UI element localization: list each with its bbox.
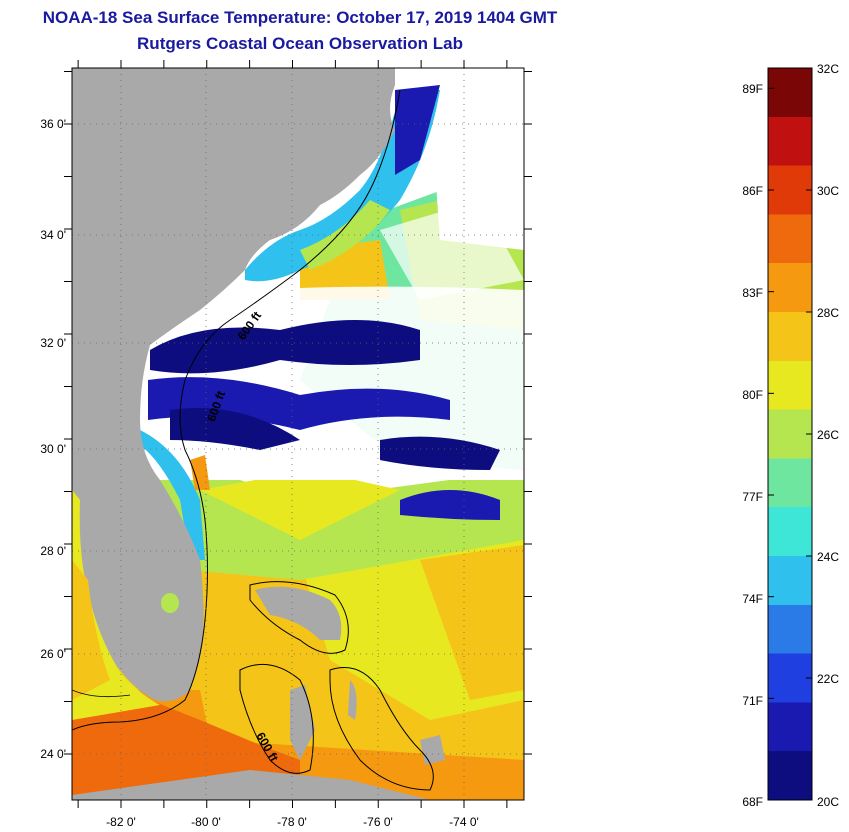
colorbar-f-label: 68F [742,795,763,809]
lon-label: -74 0' [449,815,479,829]
lon-label: -76 0' [363,815,393,829]
map-title: NOAA-18 Sea Surface Temperature: October… [42,8,558,27]
us-mainland [72,68,395,702]
colorbar: 89F 86F 83F 80F 77F 74F 71F 68F 32C 30C … [742,62,839,809]
map-subtitle: Rutgers Coastal Ocean Observation Lab [137,34,463,53]
colorbar-c-label: 28C [817,306,839,320]
lon-label: -78 0' [277,815,307,829]
grid-lines [72,68,524,800]
colorbar-c-label: 24C [817,550,839,564]
colorbar-c-label: 22C [817,672,839,686]
lat-label: 32 0' [40,336,66,350]
colorbar-f-label: 86F [742,184,763,198]
lon-label: -82 0' [106,815,136,829]
colorbar-f-label: 77F [742,490,763,504]
colorbar-f-label: 74F [742,592,763,606]
map-frame [71,67,525,801]
lat-label: 34 0' [40,228,66,242]
lat-label: 26 0' [40,647,66,661]
cuba [72,770,430,800]
colorbar-f-label: 71F [742,694,763,708]
longitude-labels: -82 0' -80 0' -78 0' -76 0' -74 0' [106,815,479,829]
bahamas-abaco [255,586,342,640]
lat-label: 24 0' [40,747,66,761]
colorbar-c-label: 26C [817,428,839,442]
map-panel [72,68,524,800]
colorbar-f-label: 80F [742,388,763,402]
lon-label: -80 0' [191,815,221,829]
colorbar-c-label: 32C [817,62,839,76]
contour-600ft [72,89,401,731]
latitude-labels: 36 0' 34 0' 32 0' 30 0' 28 0' 26 0' 24 0… [40,117,66,761]
lake-okeechobee [161,593,179,613]
colorbar-f-label: 89F [742,82,763,96]
lat-label: 36 0' [40,117,66,131]
colorbar-c-label: 30C [817,184,839,198]
colorbar-f-label: 83F [742,286,763,300]
colorbar-c-label: 20C [817,795,839,809]
axis-ticks [64,60,532,808]
lat-label: 28 0' [40,544,66,558]
lat-label: 30 0' [40,442,66,456]
